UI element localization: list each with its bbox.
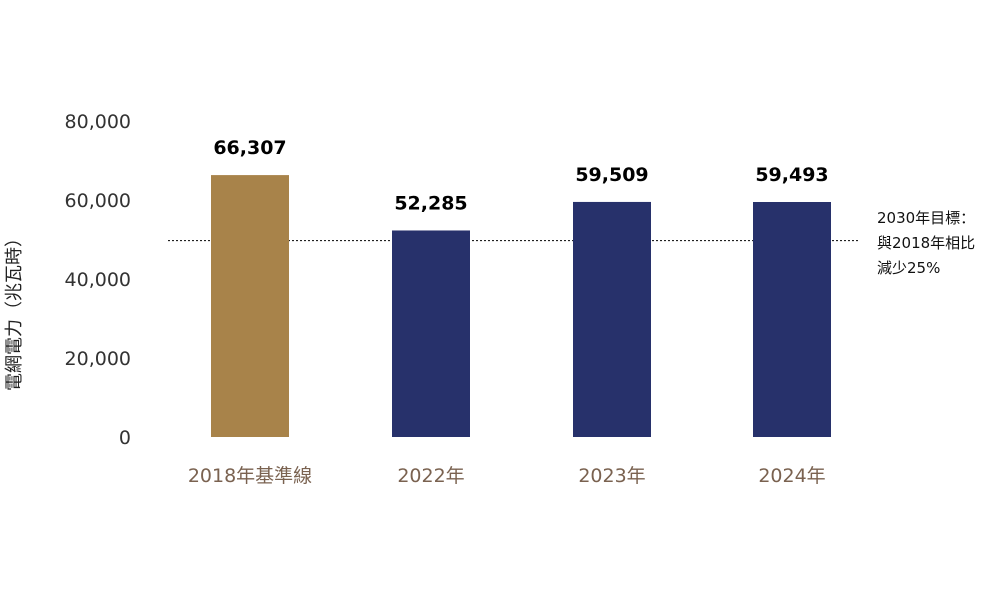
bar-value-label: 59,509 [575, 164, 648, 186]
y-tick-label: 60,000 [65, 190, 131, 212]
target-annotation-line: 2030年目標： [877, 209, 975, 227]
category-label: 2022年 [397, 465, 464, 487]
bars-group [211, 175, 831, 437]
bar-value-label: 59,493 [755, 164, 828, 186]
y-tick-label: 20,000 [65, 348, 131, 370]
category-label: 2023年 [578, 465, 645, 487]
y-axis-ticks: 0 20,000 40,000 60,000 80,000 [65, 111, 131, 449]
bar-value-label: 52,285 [394, 192, 467, 214]
bar [392, 230, 470, 437]
target-annotation-line: 減少25% [877, 259, 940, 277]
y-tick-label: 0 [119, 427, 131, 449]
y-tick-label: 80,000 [65, 111, 131, 133]
y-tick-label: 40,000 [65, 269, 131, 291]
bar-value-label: 66,307 [213, 137, 286, 159]
value-labels-group: 66,307 52,285 59,509 59,493 [213, 137, 828, 214]
target-annotation-line: 與2018年相比 [877, 234, 975, 252]
category-label: 2024年 [758, 465, 825, 487]
y-axis-title: 電網電力（兆瓦時） [4, 229, 25, 391]
bar [753, 202, 831, 437]
category-labels-group: 2018年基準線 2022年 2023年 2024年 [188, 465, 826, 487]
category-label: 2018年基準線 [188, 465, 312, 487]
bar [573, 202, 651, 437]
bar [211, 175, 289, 437]
